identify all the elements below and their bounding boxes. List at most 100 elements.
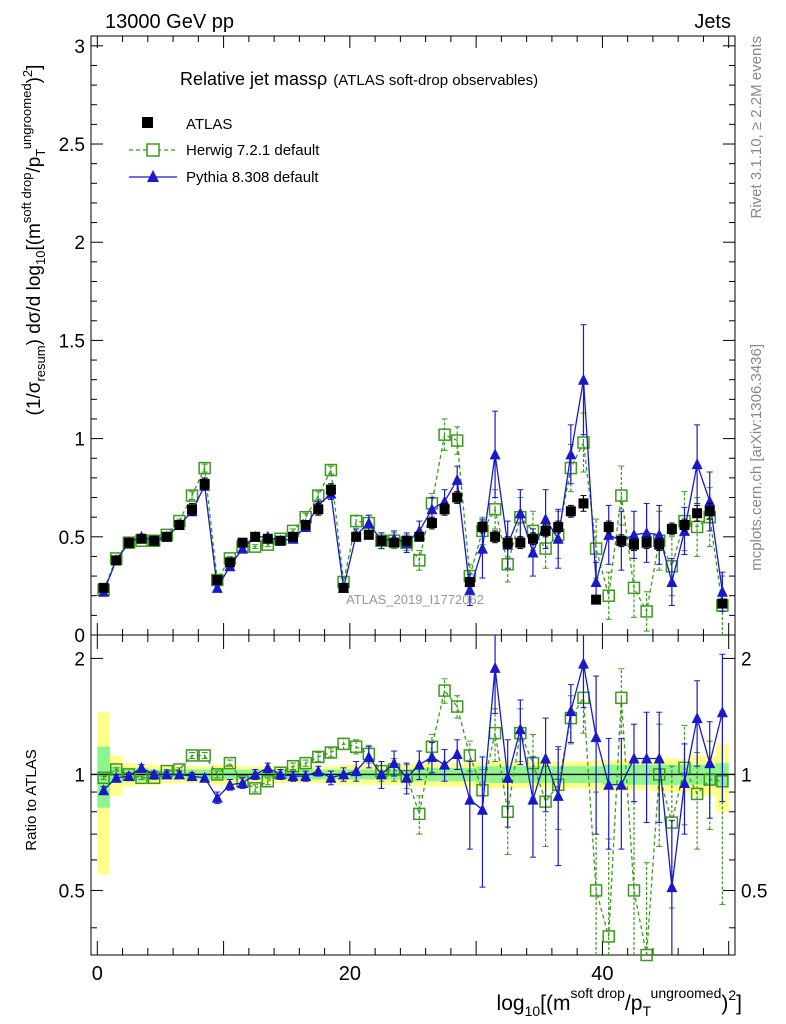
- atlas-point: [717, 598, 728, 609]
- ratio-pythia-point: [716, 706, 728, 718]
- atlas-point: [111, 555, 122, 566]
- herwig-point: [185, 489, 199, 502]
- atlas-point: [679, 520, 690, 531]
- atlas-point: [578, 498, 589, 509]
- atlas-point: [641, 537, 652, 548]
- atlas-point: [313, 504, 324, 515]
- header-right: Jets: [694, 11, 731, 33]
- atlas-point: [351, 531, 362, 542]
- ratio-pythia-point: [312, 765, 324, 777]
- chart-title-sub: (ATLAS soft-drop observables): [333, 72, 538, 89]
- ratio-pythia-point: [565, 705, 577, 717]
- pythia-point: [565, 448, 577, 460]
- ratio-pythia-point: [678, 777, 690, 789]
- pythia-point: [653, 528, 665, 540]
- atlas-point: [414, 531, 425, 542]
- atlas-point: [224, 557, 235, 568]
- legend-label-atlas: ATLAS: [186, 116, 232, 133]
- atlas-point: [401, 535, 412, 546]
- ratio-herwig-point: [349, 740, 363, 753]
- ratio-pythia-point: [514, 723, 526, 735]
- atlas-point: [250, 531, 261, 542]
- ratio-pythia-point: [136, 761, 148, 773]
- legend: ATLAS Herwig 7.2.1 default Pythia 8.308 …: [129, 116, 320, 186]
- ratio-herwig-point: [185, 749, 199, 762]
- chart-dynamic: 0 0.5 1 1.5 2 2.5 3 0 20 40 0.5 0.5 1 1 2 2: [59, 35, 767, 985]
- pythia-point: [691, 458, 703, 470]
- ratio-herwig-point: [627, 884, 641, 897]
- atlas-point: [628, 539, 639, 550]
- legend-label-herwig: Herwig 7.2.1 default: [186, 142, 320, 159]
- ratio-pythia-point: [363, 750, 375, 762]
- legend-marker-pythia: [147, 170, 159, 182]
- ratio-herwig-point: [211, 768, 224, 781]
- atlas-point: [553, 521, 564, 532]
- ratio-pythia-point: [148, 768, 160, 780]
- atlas-point: [616, 535, 627, 546]
- atlas-point: [540, 525, 551, 536]
- ratio-herwig-point: [97, 771, 110, 785]
- main-y-tick-label: 3: [74, 37, 85, 58]
- ratio-pythia-point: [577, 657, 589, 669]
- ratio-pythia-point: [274, 768, 286, 780]
- herwig-point: [602, 589, 615, 602]
- ratio-pythia-point: [603, 778, 615, 790]
- pythia-point: [641, 526, 653, 538]
- analysis-watermark: ATLAS_2019_I1772062: [346, 592, 484, 607]
- ratio-pythia-point: [552, 789, 564, 801]
- ratio-pythia-point: [527, 793, 539, 805]
- ratio-y-tick-label-right: 0.5: [741, 881, 767, 902]
- herwig-point: [324, 463, 338, 477]
- x-tick-label: 0: [92, 963, 103, 985]
- x-axis-label: log10[(msoft drop/pTungroomed)2]: [497, 985, 742, 1019]
- pythia-point: [540, 513, 552, 525]
- ratio-pythia-point: [173, 768, 185, 780]
- ratio-pythia-point: [388, 757, 400, 769]
- ratio-y-tick-label-right: 1: [741, 765, 752, 786]
- atlas-point: [452, 492, 463, 503]
- atlas-point: [591, 594, 602, 605]
- pythia-series: [98, 324, 728, 612]
- atlas-point: [527, 533, 538, 544]
- ratio-pythia-point: [325, 771, 337, 783]
- atlas-point: [666, 523, 677, 534]
- ratio-pythia-point: [540, 752, 552, 764]
- ratio-pythia-point: [628, 752, 640, 764]
- ratio-pythia-point: [704, 757, 716, 769]
- pythia-point: [603, 528, 615, 540]
- ratio-herwig-point: [640, 948, 653, 962]
- ratio-pythia-point: [249, 768, 261, 780]
- herwig-point: [413, 554, 426, 567]
- ratio-pythia-point: [413, 758, 425, 770]
- ratio-pythia-point: [211, 791, 223, 803]
- atlas-point: [477, 521, 488, 532]
- herwig-point: [615, 489, 628, 502]
- ratio-pythia-point: [123, 770, 135, 782]
- atlas-point: [704, 506, 715, 517]
- atlas-point: [325, 484, 336, 495]
- atlas-point: [376, 535, 387, 546]
- ratio-pythia-point: [338, 768, 350, 780]
- atlas-point: [123, 537, 134, 548]
- main-y-tick-label: 1: [74, 430, 85, 451]
- herwig-series-line: [103, 433, 724, 614]
- ratio-herwig-point: [248, 782, 262, 795]
- atlas-point: [149, 535, 160, 546]
- ratio-pythia-point: [224, 778, 236, 790]
- header-left: 13000 GeV pp: [105, 11, 234, 33]
- ratio-y-axis-label: Ratio to ATLAS: [23, 749, 40, 850]
- atlas-point: [654, 539, 665, 550]
- chart-title: Relative jet massρ (ATLAS soft-drop obser…: [180, 69, 538, 89]
- atlas-point: [237, 537, 248, 548]
- main-y-tick-label: 1.5: [59, 331, 85, 352]
- atlas-point: [426, 518, 437, 529]
- x-tick-label: 20: [339, 963, 361, 985]
- ratio-pythia-point: [98, 784, 110, 796]
- atlas-point: [603, 521, 614, 532]
- pythia-point: [666, 575, 678, 587]
- herwig-point: [198, 461, 211, 475]
- herwig-point: [450, 434, 464, 447]
- main-y-tick-label: 2: [74, 233, 85, 254]
- ratio-pythia-point: [615, 778, 627, 790]
